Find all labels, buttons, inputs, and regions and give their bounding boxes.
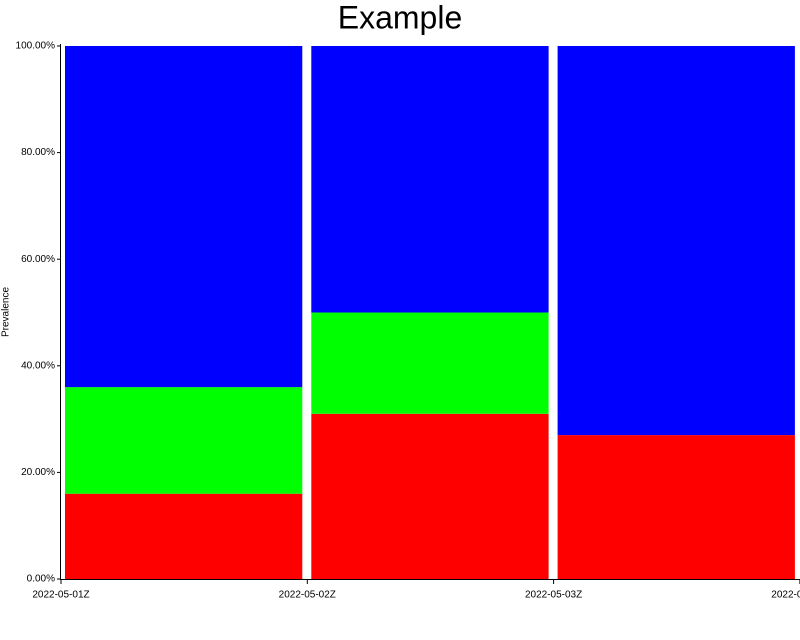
y-tick-label: 20.00% [21,467,55,478]
bar-segment [65,493,303,579]
bar-segment [65,46,303,388]
bar-segment [311,413,549,579]
y-tick-label: 80.00% [21,147,55,158]
y-tick-label: 60.00% [21,254,55,265]
x-tick-label: 2022-05-03Z [525,590,582,601]
x-tick-label: 2022-05-02Z [279,590,336,601]
x-tick-label: 2022-05-04Z [771,590,800,601]
bar-segment [557,435,795,579]
chart-title: Example [338,0,463,35]
bar-segment [557,46,795,436]
x-tick-label: 2022-05-01Z [32,590,89,601]
bar-segment [65,387,303,494]
y-tick-label: 0.00% [27,574,55,585]
y-axis-label: Prevalence [1,287,12,337]
bar-segment [311,46,549,313]
y-tick-label: 100.00% [16,41,56,52]
y-tick-label: 40.00% [21,360,55,371]
bar-segment [311,312,549,414]
